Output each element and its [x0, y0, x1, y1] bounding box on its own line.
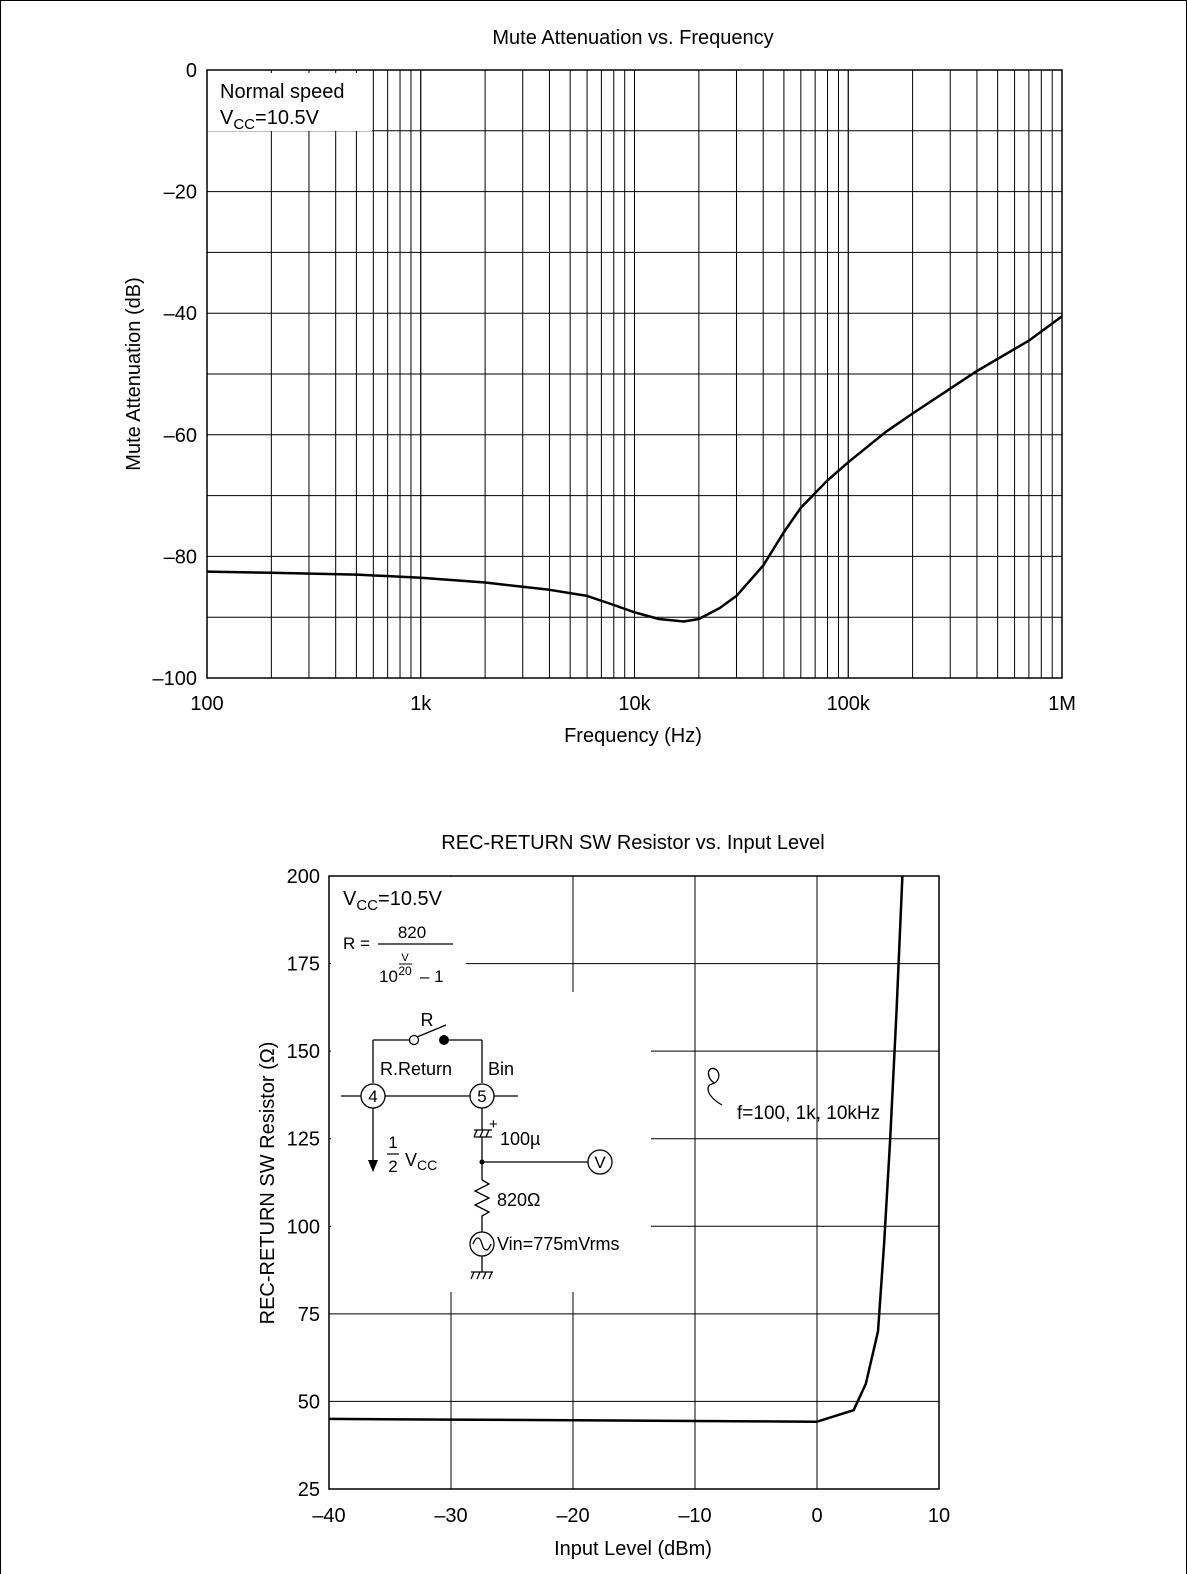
- chart2-annotation-vcc: VCC=10.5V: [343, 888, 443, 914]
- chart2-circuit-diagram: R R.Return Bin 4 5 1 2 VCC + 100µ V: [341, 1010, 620, 1280]
- switch-open-contact: [408, 1034, 420, 1046]
- chart1-annotation-background: [207, 73, 372, 131]
- chart2-title: REC-RETURN SW Resistor vs. Input Level: [441, 832, 824, 854]
- chart1-y-tick-label: –40: [164, 303, 197, 325]
- chart1-y-tick-label: –100: [153, 668, 198, 690]
- svg-text:R.Return: R.Return: [380, 1059, 452, 1079]
- chart2-x-tick-label: 10: [928, 1505, 950, 1527]
- chart2-x-tick-label: 0: [811, 1505, 822, 1527]
- svg-text:4: 4: [368, 1087, 377, 1106]
- svg-text:V: V: [594, 1153, 606, 1172]
- svg-text:f=100, 1k, 10kHz: f=100, 1k, 10kHz: [737, 1103, 880, 1124]
- chart1-x-tick-label: 1k: [410, 693, 432, 715]
- svg-text:Bin: Bin: [488, 1059, 514, 1079]
- switch-closed-contact: [439, 1035, 449, 1045]
- chart2-y-tick-label: 175: [287, 954, 320, 976]
- chart1-title: Mute Attenuation vs. Frequency: [492, 27, 773, 49]
- chart2-y-tick-label: 25: [298, 1479, 320, 1501]
- chart2-series-line: [328, 875, 904, 1423]
- svg-text:1: 1: [388, 1133, 397, 1152]
- svg-text:100µ: 100µ: [500, 1129, 540, 1149]
- svg-text:820: 820: [398, 923, 426, 942]
- chart2-y-tick-label: 75: [298, 1304, 320, 1326]
- chart2-y-tick-label: 100: [287, 1216, 320, 1238]
- svg-text:5: 5: [477, 1087, 486, 1106]
- svg-text:Vin=775mVrms: Vin=775mVrms: [497, 1234, 620, 1254]
- svg-text:10: 10: [379, 967, 398, 986]
- svg-text:V: V: [401, 952, 409, 964]
- svg-text:2: 2: [388, 1157, 397, 1176]
- chart2-y-tick-label: 150: [287, 1041, 320, 1063]
- chart2-y-tick-label: 200: [287, 866, 320, 888]
- chart1-annotation-vcc: VCC=10.5V: [220, 107, 320, 133]
- chart1-y-tick-label: 0: [186, 60, 197, 82]
- chart2-formula: R = 820 10 V 20 – 1: [343, 923, 453, 986]
- mute-attenuation-chart: Mute Attenuation vs. Frequency 100 1k 10k 1…: [123, 27, 1076, 747]
- chart2-annotation-background: [331, 877, 466, 992]
- chart1-y-tick-label: –60: [164, 425, 197, 447]
- chart1-y-tick-label: –20: [164, 182, 197, 204]
- svg-text:VCC: VCC: [405, 1150, 437, 1173]
- chart1-annotation-line1: Normal speed: [220, 81, 345, 103]
- svg-text:R: R: [421, 1010, 434, 1030]
- chart2-x-tick-label: –30: [434, 1505, 467, 1527]
- chart2-x-tick-label: –20: [556, 1505, 589, 1527]
- chart2-x-tick-label: –10: [678, 1505, 711, 1527]
- chart2-plot-frame: [328, 875, 940, 1490]
- svg-text:+: +: [489, 1116, 498, 1133]
- svg-text:20: 20: [398, 964, 412, 978]
- chart1-ylabel: Mute Attenuation (dB): [123, 277, 145, 470]
- chart2-ylabel: REC-RETURN SW Resistor (Ω): [257, 1042, 279, 1325]
- chart2-x-tick-label: –40: [312, 1505, 345, 1527]
- chart2-y-tick-label: 50: [298, 1391, 320, 1413]
- svg-text:R =: R =: [343, 934, 370, 953]
- chart2-y-tick-label: 125: [287, 1129, 320, 1151]
- chart1-x-tick-label: 100: [190, 693, 223, 715]
- svg-text:– 1: – 1: [420, 967, 444, 986]
- svg-text:820Ω: 820Ω: [497, 1190, 541, 1210]
- chart1-series-line: [206, 315, 1063, 623]
- chart1-x-tick-label: 1M: [1048, 693, 1076, 715]
- chart1-plot-frame: [206, 69, 1063, 679]
- chart1-y-tick-label: –80: [164, 546, 197, 568]
- chart2-xlabel: Input Level (dBm): [554, 1538, 712, 1560]
- chart2-curve-annotation: f=100, 1k, 10kHz: [707, 1067, 880, 1124]
- chart1-x-tick-label: 10k: [618, 693, 651, 715]
- chart1-xlabel: Frequency (Hz): [564, 725, 702, 747]
- chart1-x-tick-label: 100k: [827, 693, 871, 715]
